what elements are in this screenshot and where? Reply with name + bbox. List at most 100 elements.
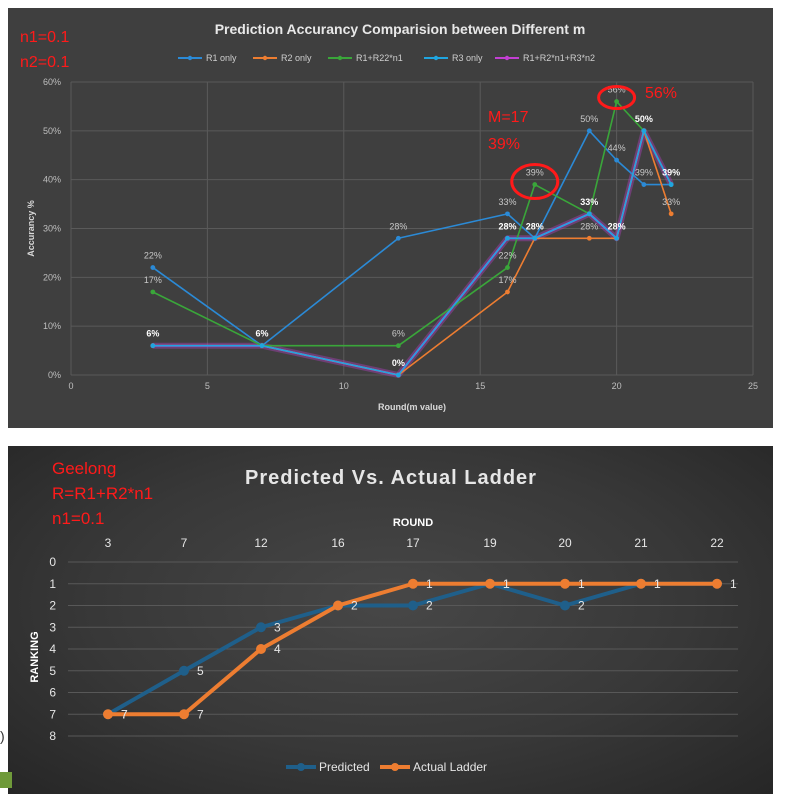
annotation-text: R=R1+R2*n1 xyxy=(52,484,153,503)
data-point xyxy=(150,265,156,270)
legend-marker xyxy=(433,55,439,61)
data-label: 50% xyxy=(635,114,653,124)
data-point xyxy=(395,235,401,241)
data-label: 22% xyxy=(144,251,162,261)
data-point xyxy=(614,99,619,104)
data-point xyxy=(505,211,510,217)
legend-label: Actual Ladder xyxy=(413,760,487,774)
data-label: 6% xyxy=(146,329,159,339)
y-tick-label: 2 xyxy=(49,599,56,613)
y-tick-label: 10% xyxy=(43,321,61,331)
data-label: 33% xyxy=(662,197,680,207)
series-glow xyxy=(152,127,674,378)
data-label: 39% xyxy=(526,168,544,178)
data-point xyxy=(179,665,189,676)
x-tick-label: 12 xyxy=(254,536,268,550)
data-point xyxy=(485,578,495,589)
x-axis-label: ROUND xyxy=(393,517,433,529)
data-point xyxy=(560,578,570,589)
x-tick-label: 25 xyxy=(748,381,758,391)
y-tick-label: 20% xyxy=(43,272,61,282)
data-point xyxy=(586,211,592,217)
series-line xyxy=(152,130,672,376)
data-label: 6% xyxy=(255,329,268,339)
data-point xyxy=(641,182,647,187)
legend-label: R1+R22*n1 xyxy=(356,53,403,63)
x-tick-label: 3 xyxy=(105,536,112,550)
y-tick-label: 7 xyxy=(49,707,56,721)
annotation-text: Geelong xyxy=(52,459,116,478)
y-tick-label: 1 xyxy=(49,577,56,591)
data-point xyxy=(636,578,646,589)
data-label: 44% xyxy=(608,143,626,153)
data-label: 6% xyxy=(392,329,405,339)
x-tick-label: 5 xyxy=(205,381,210,391)
x-tick-label: 21 xyxy=(634,536,648,550)
annotation-circle xyxy=(510,163,560,201)
page-fragment-paren: ) xyxy=(0,728,5,744)
page-fragment-bar xyxy=(0,772,12,788)
data-point xyxy=(586,235,592,241)
y-axis-label: RANKING xyxy=(29,631,41,682)
series-line xyxy=(152,130,672,376)
data-label: 1 xyxy=(578,577,585,591)
data-label: 39% xyxy=(662,168,680,178)
x-tick-label: 17 xyxy=(406,536,420,550)
data-label: 39% xyxy=(635,168,653,178)
legend-label: R3 only xyxy=(452,53,483,63)
x-axis-label: Round(m value) xyxy=(378,402,446,412)
legend-label: R1+R2*n1+R3*n2 xyxy=(523,53,595,63)
data-label: 22% xyxy=(498,251,516,261)
data-point xyxy=(179,709,189,720)
y-tick-label: 5 xyxy=(49,664,56,678)
y-tick-label: 60% xyxy=(43,77,61,87)
data-point xyxy=(560,600,570,611)
x-tick-label: 20 xyxy=(558,536,572,550)
data-point xyxy=(256,644,266,654)
y-tick-label: 0% xyxy=(48,370,61,380)
ladder-chart-panel: Predicted Vs. Actual Ladder ROUND 3 7 12 16 17… xyxy=(8,446,773,794)
data-point xyxy=(103,709,113,720)
annotation-text: 39% xyxy=(488,136,520,153)
x-tick-label: 16 xyxy=(331,536,345,550)
data-point xyxy=(505,289,510,295)
legend-marker xyxy=(297,763,305,771)
data-point xyxy=(532,182,538,187)
data-point xyxy=(586,128,592,134)
x-tick-label: 15 xyxy=(475,381,485,391)
y-tick-label: 30% xyxy=(43,224,61,234)
legend-label: R2 only xyxy=(281,53,312,63)
data-label: 1 xyxy=(503,577,510,591)
data-label: 1 xyxy=(503,577,510,591)
annotation-text: n1=0.1 xyxy=(52,509,104,528)
y-tick-label: 0 xyxy=(49,555,56,569)
y-tick-label: 40% xyxy=(43,175,61,185)
data-label: 28% xyxy=(389,221,407,231)
data-point xyxy=(614,235,619,241)
data-label: 28% xyxy=(498,221,516,231)
data-point xyxy=(505,235,510,241)
data-label: 28% xyxy=(526,221,544,231)
data-label: 56% xyxy=(608,85,626,95)
data-label: 33% xyxy=(580,197,598,207)
data-label: 4 xyxy=(274,642,281,656)
annotation-text: n2=0.1 xyxy=(20,54,69,71)
x-tick-label: 20 xyxy=(612,381,622,391)
legend-label: Predicted xyxy=(319,760,370,774)
data-label: 28% xyxy=(608,221,626,231)
data-point xyxy=(256,622,266,633)
data-point xyxy=(150,343,156,349)
data-label: 1 xyxy=(730,577,737,591)
data-point xyxy=(712,578,722,589)
legend-marker xyxy=(391,763,399,771)
data-point xyxy=(395,372,401,378)
data-label: 1 xyxy=(654,577,661,591)
data-label: 17% xyxy=(144,275,162,285)
annotation-text: M=17 xyxy=(488,109,529,126)
legend-marker xyxy=(504,55,510,61)
data-point xyxy=(668,182,674,187)
data-label: 2 xyxy=(426,599,433,613)
legend-marker xyxy=(337,55,343,61)
legend-marker xyxy=(187,55,193,61)
